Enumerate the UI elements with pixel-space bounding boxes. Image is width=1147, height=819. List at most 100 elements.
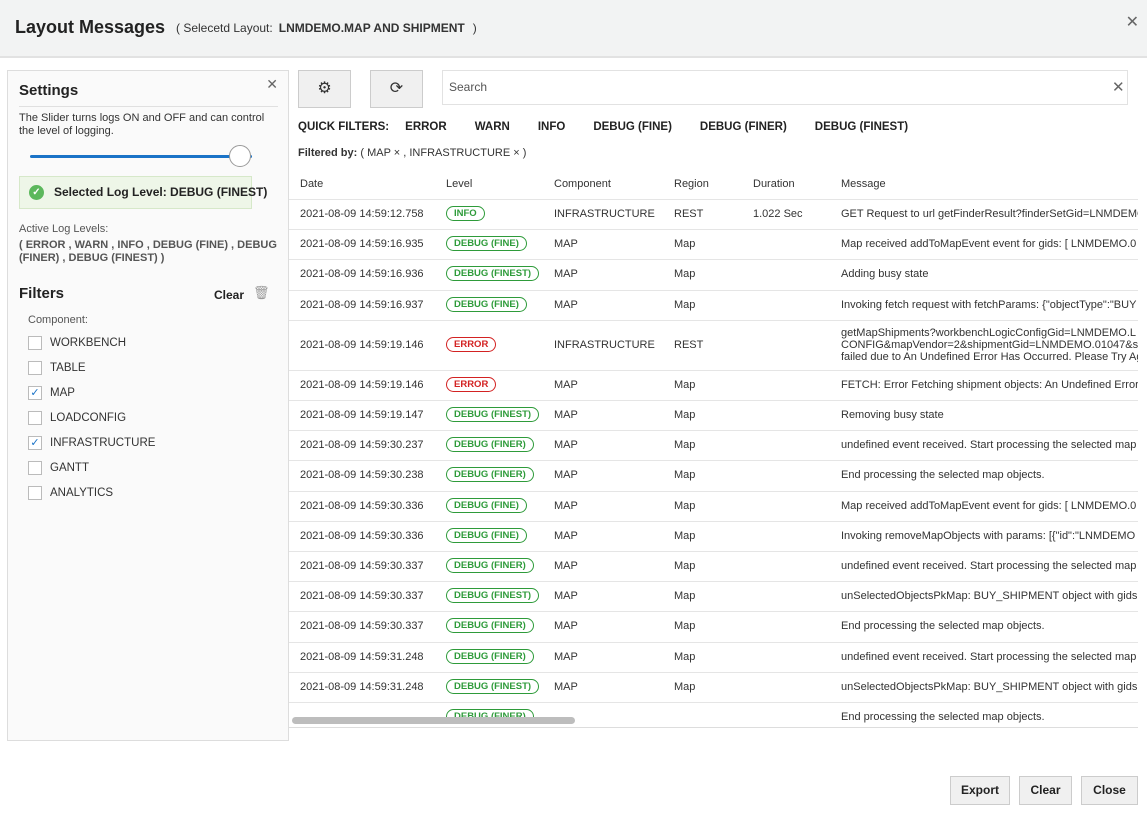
settings-gear-button[interactable]: ⚙ <box>298 70 351 108</box>
table-row[interactable]: 2021-08-09 14:59:31.248 DEBUG (FINER) MAP M… <box>289 643 1138 673</box>
column-header-level[interactable]: Level <box>446 178 473 190</box>
cell-message: End processing the selected map objects. <box>841 469 1045 482</box>
table-row[interactable]: 2021-08-09 14:59:19.146 ERROR INFRASTRUCTU… <box>289 321 1138 371</box>
cell-component: MAP <box>554 529 578 542</box>
cell-component: MAP <box>554 560 578 573</box>
table-row[interactable]: 2021-08-09 14:59:30.238 DEBUG (FINER) MAP M… <box>289 461 1138 492</box>
table-row[interactable]: 2021-08-09 14:59:31.248 DEBUG (FINEST) MAP… <box>289 673 1138 703</box>
table-row[interactable]: 2021-08-09 14:59:12.758 INFO INFRASTRUCTUR… <box>289 200 1138 231</box>
table-row[interactable]: 2021-08-09 14:59:30.337 DEBUG (FINER) MAP M… <box>289 552 1138 583</box>
horizontal-scrollbar[interactable] <box>292 717 575 724</box>
column-header-duration[interactable]: Duration <box>753 178 795 190</box>
cell-region: REST <box>674 208 704 221</box>
log-table: Date Level Component Region Duration Message 2… <box>289 170 1138 728</box>
table-row[interactable]: 2021-08-09 14:59:30.337 DEBUG (FINEST) MAP… <box>289 582 1138 613</box>
cell-message: Invoking fetch request with fetchParams:… <box>841 298 1137 311</box>
filtered-by-value[interactable]: ( MAP × , INFRASTRUCTURE × ) <box>360 147 527 159</box>
cell-message: Invoking removeMapObjects with params: [… <box>841 529 1136 542</box>
checkbox[interactable]: ✓ <box>28 386 42 400</box>
trash-icon[interactable]: 🗑 <box>253 285 270 300</box>
selected-layout-name: LNMDEMO.MAP AND SHIPMENT <box>278 21 465 35</box>
column-header-message[interactable]: Message <box>841 178 886 190</box>
cell-component: MAP <box>554 680 578 693</box>
cell-message: undefined event received. Start processi… <box>841 560 1137 572</box>
table-row[interactable]: 2021-08-09 14:59:16.935 DEBUG (FINE) MAP Ma… <box>289 230 1138 261</box>
column-header-component[interactable]: Component <box>554 178 611 190</box>
close-dialog-icon[interactable]: ✕ <box>1125 14 1139 31</box>
cell-level: DEBUG (FINE) <box>446 296 527 312</box>
table-row[interactable]: DEBUG (FINER)End processing the selected… <box>289 703 1138 727</box>
checkbox[interactable]: ✓ <box>28 436 42 450</box>
active-levels-label: Active Log Levels: <box>19 223 109 235</box>
quick-filter-info[interactable]: INFO <box>537 121 566 133</box>
quick-filter-error[interactable]: ERROR <box>405 121 447 133</box>
table-row[interactable]: 2021-08-09 14:59:16.937 DEBUG (FINE) MAP Ma… <box>289 291 1138 321</box>
checkbox[interactable] <box>28 411 42 425</box>
close-settings-icon[interactable]: ✕ <box>266 76 278 92</box>
level-badge: DEBUG (FINEST) <box>446 266 540 282</box>
cell-message: getMapShipments?workbenchLogicConfigGid=… <box>841 326 1138 363</box>
table-row[interactable]: 2021-08-09 14:59:30.336 DEBUG (FINE) MAP Ma… <box>289 492 1138 522</box>
table-row[interactable]: 2021-08-09 14:59:30.337 DEBUG (FINER) MAP M… <box>289 612 1138 643</box>
quick-filter-warn[interactable]: WARN <box>474 121 510 133</box>
table-row[interactable]: 2021-08-09 14:59:30.336 DEBUG (FINE) MAP Ma… <box>289 522 1138 552</box>
selected-layout-prefix: ( Selecetd Layout: <box>176 21 273 35</box>
log-level-slider[interactable] <box>30 155 252 158</box>
column-header-date[interactable]: Date <box>300 178 324 190</box>
cell-level: DEBUG (FINER) <box>446 467 534 483</box>
table-row[interactable]: 2021-08-09 14:59:16.936 DEBUG (FINEST) MAP… <box>289 260 1138 291</box>
table-row[interactable]: 2021-08-09 14:59:19.146 ERROR MAP Map FETCH:… <box>289 371 1138 401</box>
filter-table[interactable]: TABLE <box>28 360 86 376</box>
table-row[interactable]: 2021-08-09 14:59:19.147 DEBUG (FINEST) MAP… <box>289 401 1138 432</box>
level-badge: DEBUG (FINER) <box>446 467 534 483</box>
cell-message: End processing the selected map objects. <box>841 711 1045 723</box>
slider-handle[interactable] <box>229 145 251 167</box>
filter-workbench[interactable]: WORKBENCH <box>28 335 126 351</box>
filter-analytics[interactable]: ANALYTICS <box>28 485 113 501</box>
search-input[interactable]: Search <box>442 70 1128 105</box>
cell-level: ERROR <box>446 376 497 392</box>
cell-region: Map <box>674 529 696 542</box>
cell-date: 2021-08-09 14:59:30.337 <box>300 560 424 573</box>
cell-component: MAP <box>554 298 578 311</box>
quick-filter-debug-fine[interactable]: DEBUG (FINE) <box>593 121 672 133</box>
filter-loadconfig[interactable]: LOADCONFIG <box>28 410 126 426</box>
refresh-button[interactable]: ⟳ <box>370 70 423 108</box>
checkbox[interactable] <box>28 461 42 475</box>
clear-button[interactable]: Clear <box>1019 776 1072 805</box>
quick-filter-debug-finest[interactable]: DEBUG (FINEST) <box>814 121 909 133</box>
cell-date: 2021-08-09 14:59:16.936 <box>300 268 424 281</box>
checkbox[interactable] <box>28 336 42 350</box>
quick-filter-debug-finer[interactable]: DEBUG (FINER) <box>699 121 787 133</box>
cell-region: Map <box>674 499 696 512</box>
cell-region: Map <box>674 680 696 693</box>
cell-message: Removing busy state <box>841 409 944 421</box>
table-row[interactable]: 2021-08-09 14:59:30.237 DEBUG (FINER) MAP M… <box>289 431 1138 462</box>
filter-label: TABLE <box>50 362 86 374</box>
level-badge: ERROR <box>446 376 497 392</box>
level-badge: DEBUG (FINEST) <box>446 588 540 604</box>
level-badge: DEBUG (FINER) <box>446 437 534 453</box>
column-header-region[interactable]: Region <box>674 178 709 190</box>
cell-region: Map <box>674 590 696 603</box>
clear-search-icon[interactable]: ✕ <box>1112 79 1125 96</box>
level-badge: DEBUG (FINE) <box>446 497 527 513</box>
cell-level: DEBUG (FINEST) <box>446 678 540 694</box>
filter-gantt[interactable]: GANTT <box>28 460 89 476</box>
cell-message: Map received addToMapEvent event for gid… <box>841 238 1137 251</box>
cell-region: Map <box>674 238 696 251</box>
checkbox[interactable] <box>28 486 42 500</box>
checkbox[interactable] <box>28 361 42 375</box>
cell-message: End processing the selected map objects. <box>841 620 1045 633</box>
export-button[interactable]: Export <box>950 776 1010 805</box>
cell-message: GET Request to url getFinderResult?finde… <box>841 208 1138 220</box>
cell-message: FETCH: Error Fetching shipment objects: … <box>841 378 1138 391</box>
clear-filters-button[interactable]: Clear <box>214 288 245 302</box>
filter-map[interactable]: ✓ MAP <box>28 385 75 401</box>
close-button[interactable]: Close <box>1081 776 1138 805</box>
cell-region: Map <box>674 298 696 311</box>
cell-component: MAP <box>554 409 578 422</box>
level-badge: DEBUG (FINEST) <box>446 678 540 694</box>
cell-date: 2021-08-09 14:59:30.238 <box>300 469 424 482</box>
filter-infrastructure[interactable]: ✓ INFRASTRUCTURE <box>28 435 155 451</box>
